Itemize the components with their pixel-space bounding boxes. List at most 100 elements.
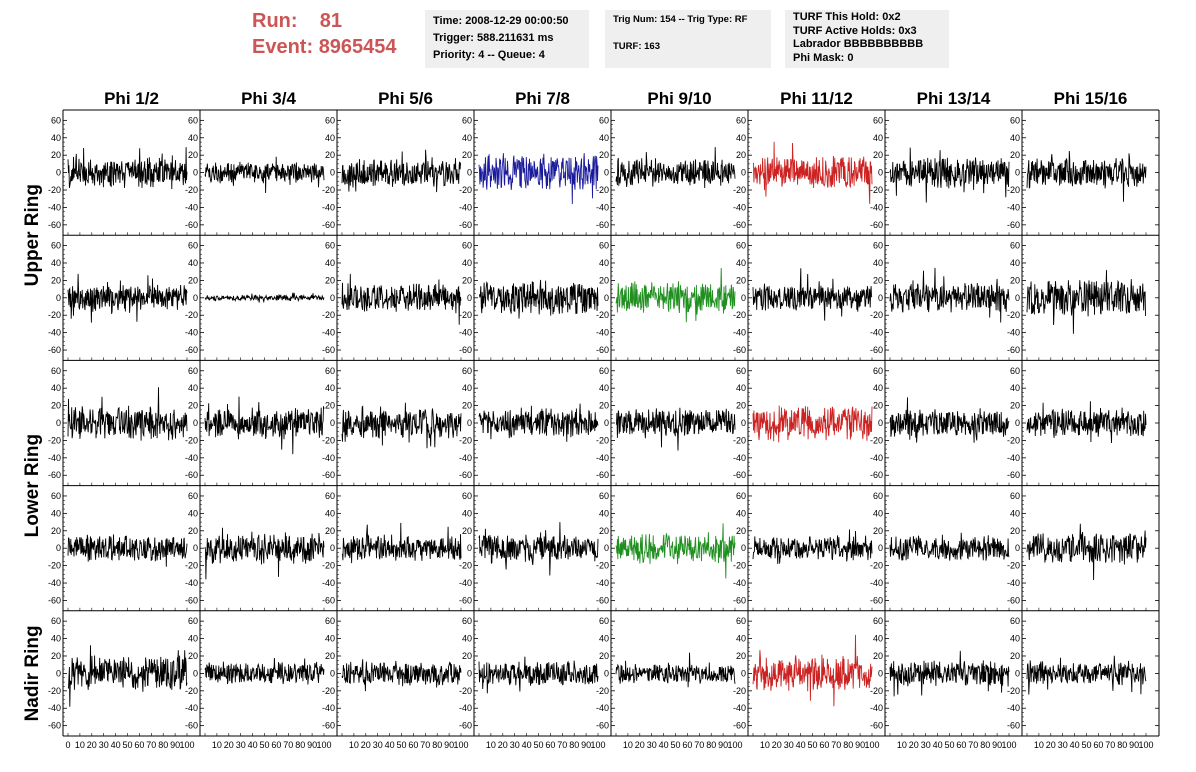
ring-label: Nadir Ring [22,625,43,721]
y-tick-label: -40 [185,703,198,713]
x-tick-label: 60 [408,740,418,750]
y-tick-label: -20 [185,310,198,320]
x-tick-label: 40 [933,740,943,750]
y-tick-label: 60 [51,491,61,501]
column-title: Phi 1/2 [104,89,159,108]
waveform-trace [1026,401,1147,444]
y-tick-label: 20 [736,150,746,160]
ring-label: Upper Ring [22,184,43,286]
x-tick-label: 100 [316,740,331,750]
y-tick-label: -60 [870,595,883,605]
y-tick-label: -20 [733,561,746,571]
y-tick-label: -40 [733,578,746,588]
y-tick-label: -40 [48,202,61,212]
x-tick-label: 20 [498,740,508,750]
phi-mask-text: Phi Mask: 0 [793,51,854,64]
waveform-trace [341,402,462,449]
x-tick-label: 30 [784,740,794,750]
x-tick-label: 80 [980,740,990,750]
y-tick-label: 40 [873,634,883,644]
y-tick-label: -60 [48,470,61,480]
waveform-trace [615,523,736,579]
x-tick-label: 20 [361,740,371,750]
x-tick-label: 50 [396,740,406,750]
y-tick-label: 20 [462,275,472,285]
waveform-panel: -60 -40 -20 0 20 40 60 [1007,616,1159,736]
run-label: Run: [252,10,298,32]
y-tick-label: 60 [188,616,198,626]
y-tick-label: -60 [1007,345,1020,355]
y-tick-label: -20 [870,435,883,445]
y-tick-label: 40 [462,133,472,143]
y-tick-label: 60 [51,241,61,251]
y-tick-label: 20 [736,526,746,536]
x-tick-label: 30 [1058,740,1068,750]
y-tick-label: 0 [878,543,883,553]
y-tick-label: -60 [48,721,61,731]
y-tick-label: 60 [51,616,61,626]
y-tick-label: 40 [462,258,472,268]
y-tick-label: -20 [48,310,61,320]
y-tick-label: -60 [459,220,472,230]
waveform-trace [889,650,1010,697]
y-tick-label: 60 [325,491,335,501]
y-tick-label: 0 [741,293,746,303]
column-title: Phi 5/6 [378,89,433,108]
y-tick-label: 40 [599,383,609,393]
y-tick-label: -40 [870,703,883,713]
y-tick-label: -60 [185,470,198,480]
waveform-panel: -60 -40 -20 0 20 40 60 [459,115,599,236]
y-tick-label: 0 [467,168,472,178]
waveform-panel: -60 -40 -20 0 20 40 60 [1007,366,1159,486]
y-tick-label: 0 [467,668,472,678]
y-tick-label: -60 [48,220,61,230]
y-tick-label: 60 [1010,616,1020,626]
waveform-panel: -60 -40 -20 0 20 40 60 [48,241,188,361]
x-tick-label: 40 [522,740,532,750]
waveform-panel: -60 -40 -20 0 20 40 60 [733,366,873,486]
y-tick-label: -60 [733,595,746,605]
y-tick-label: 60 [1010,366,1020,376]
y-tick-label: 20 [51,651,61,661]
y-tick-label: -20 [596,561,609,571]
y-tick-label: -60 [1007,470,1020,480]
y-tick-label: 40 [188,383,198,393]
x-tick-label: 60 [545,740,555,750]
x-tick-label: 90 [307,740,317,750]
y-tick-label: 60 [462,491,472,501]
y-tick-label: 20 [325,275,335,285]
y-tick-label: 40 [462,508,472,518]
y-tick-label: -60 [322,595,335,605]
y-tick-label: -40 [596,703,609,713]
y-tick-label: -20 [870,561,883,571]
y-tick-label: 0 [330,418,335,428]
waveform-panel: -60 -40 -20 0 20 40 60 [596,491,736,611]
y-tick-label: 0 [330,668,335,678]
y-tick-label: 20 [462,526,472,536]
x-tick-label: 70 [283,740,293,750]
y-tick-label: -20 [596,185,609,195]
y-tick-label: -40 [459,703,472,713]
y-tick-label: 20 [51,401,61,411]
waveform-panel: -60 -40 -20 0 20 40 60 [322,366,462,486]
run-row: Run: 81 [252,8,397,34]
waveform-panel: -60 -40 -20 0 20 40 60 [48,366,188,486]
x-tick-label: 30 [373,740,383,750]
waveform-panel: -60 -40 -20 0 20 40 60 [1007,241,1159,361]
y-tick-label: -60 [596,345,609,355]
y-tick-label: -40 [1007,703,1020,713]
y-tick-label: 60 [736,241,746,251]
waveform-trace [342,522,462,564]
y-tick-label: 60 [462,115,472,125]
y-tick-label: -60 [1007,721,1020,731]
y-tick-label: -40 [322,328,335,338]
y-tick-label: 40 [1010,133,1020,143]
y-tick-label: -60 [870,345,883,355]
y-tick-label: 40 [736,258,746,268]
x-tick-label: 90 [581,740,591,750]
y-tick-label: 0 [193,543,198,553]
y-tick-label: -60 [459,721,472,731]
waveform-trace [341,659,462,692]
y-tick-label: 40 [51,258,61,268]
waveform-panel: -60 -40 -20 0 20 40 60 [322,115,462,236]
